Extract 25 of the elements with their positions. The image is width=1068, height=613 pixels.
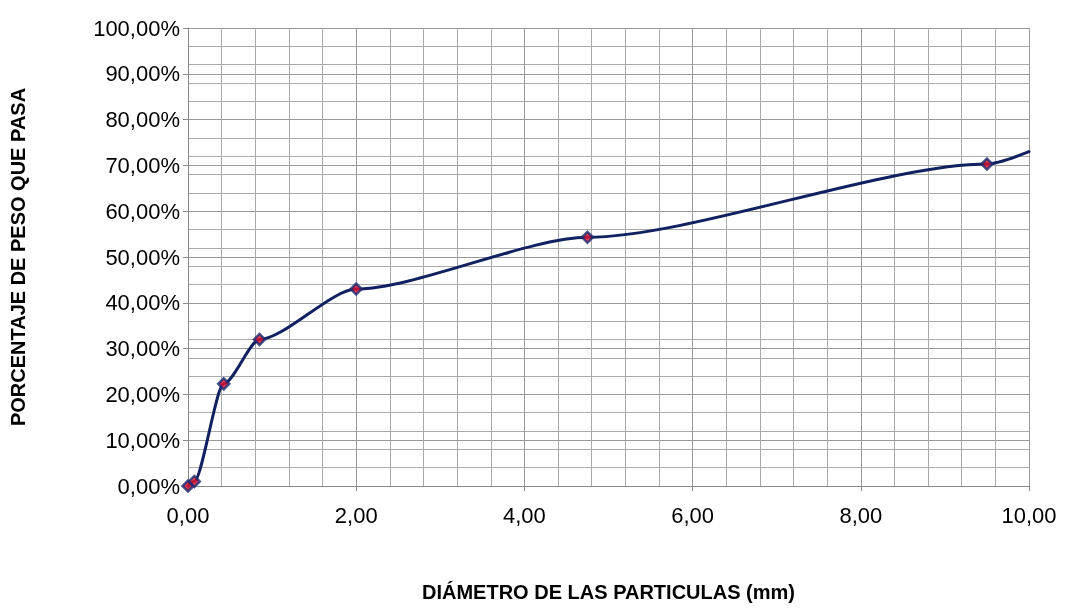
x-tick-label: 6,00 [671,502,715,528]
y-tick-label: 0,00% [117,473,180,499]
y-tick-label: 70,00% [105,152,180,178]
y-axis-title: PORCENTAJE DE PESO QUE PASA [7,87,29,427]
y-tick-label: 20,00% [105,381,180,407]
y-tick-label: 40,00% [105,290,180,316]
x-tick-label: 8,00 [839,502,883,528]
point [980,157,994,171]
y-tick-label: 50,00% [105,244,180,270]
point [187,474,202,489]
x-tick-label: 4,00 [502,502,546,528]
y-tick-label: 30,00% [105,336,180,362]
y-tick-label: 90,00% [105,61,180,87]
x-axis-title: DIÁMETRO DE LAS PARTICULAS (mm) [422,581,795,603]
point [349,282,363,296]
y-tick-label: 10,00% [105,427,180,453]
x-tick-label: 2,00 [334,502,378,528]
point [216,377,231,391]
x-tick-label: 0,00 [166,502,210,528]
point [580,230,595,245]
y-tick-label: 80,00% [105,107,180,133]
y-tick-label: 100,00% [93,15,180,41]
y-tick-label: 60,00% [105,198,180,224]
point [252,332,267,347]
x-tick-label: 10,00 [1001,502,1057,528]
